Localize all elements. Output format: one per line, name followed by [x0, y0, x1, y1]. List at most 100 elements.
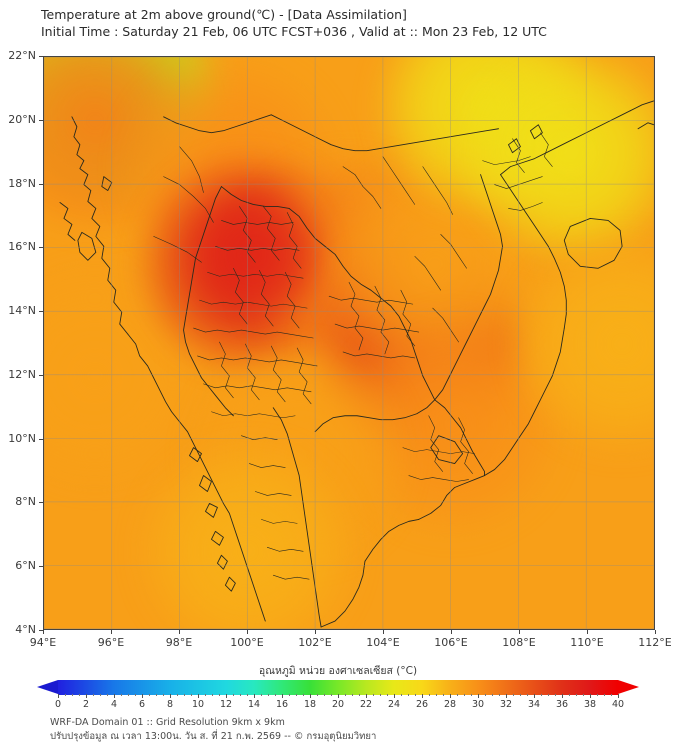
x-tick-mark — [179, 630, 180, 634]
colorbar-tick-mark — [534, 694, 535, 698]
y-tick-label: 16°N — [8, 240, 36, 254]
colorbar-minor-tick — [583, 694, 584, 696]
colorbar-minor-tick — [72, 694, 73, 696]
colorbar-tick-label: 2 — [82, 699, 90, 710]
colorbar-tick-mark — [590, 694, 591, 698]
colorbar-tick-mark — [618, 694, 619, 698]
x-tick-label: 98°E — [165, 636, 193, 649]
y-tick-label: 18°N — [8, 176, 36, 190]
y-tick-mark — [39, 183, 43, 185]
colorbar-tick-mark — [310, 694, 311, 698]
colorbar-minor-tick — [324, 694, 325, 696]
x-tick-label: 96°E — [97, 636, 125, 649]
y-tick-mark — [39, 56, 43, 57]
colorbar-minor-tick — [191, 694, 192, 696]
y-tick-label: 14°N — [8, 304, 36, 318]
temperature-region — [463, 57, 654, 261]
colorbar-minor-tick — [520, 694, 521, 696]
x-tick-label: 108°E — [502, 636, 536, 649]
x-tick-label: 94°E — [29, 636, 57, 649]
colorbar-minor-tick — [163, 694, 164, 696]
colorbar-tick-mark — [450, 694, 451, 698]
colorbar-title: อุณหภูมิ หน่วย องศาเซลเซียส (°C) — [258, 665, 418, 677]
colorbar-minor-tick — [156, 694, 157, 696]
colorbar-minor-tick — [107, 694, 108, 696]
colorbar-tick-label: 8 — [166, 699, 174, 710]
colorbar-minor-tick — [485, 694, 486, 696]
colorbar-tick-label: 22 — [359, 699, 373, 710]
y-tick-mark — [39, 630, 43, 631]
colorbar-minor-tick — [128, 694, 129, 696]
colorbar: อุณหภูมิ หน่วย องศาเซลเซียส (°C) 0 2 4 6 8 10… — [0, 660, 676, 710]
y-tick-mark — [39, 247, 43, 249]
colorbar-minor-tick — [233, 694, 234, 696]
y-tick-label: 12°N — [8, 367, 36, 381]
colorbar-tick-mark — [114, 694, 115, 698]
map-plot-area[interactable] — [43, 56, 655, 630]
x-tick-label: 100°E — [230, 636, 264, 649]
colorbar-minor-tick — [352, 694, 353, 696]
colorbar-tick-mark — [422, 694, 423, 698]
colorbar-tick-label: 34 — [527, 699, 541, 710]
y-tick-mark — [39, 566, 43, 568]
colorbar-extend-high-arrow — [618, 680, 639, 694]
colorbar-tick-label: 16 — [275, 699, 289, 710]
colorbar-gradient — [58, 680, 618, 695]
temperature-region — [140, 443, 356, 629]
x-tick-label: 112°E — [638, 636, 672, 649]
colorbar-tick-label: 26 — [415, 699, 429, 710]
chart-title-block: Temperature at 2m above ground(℃) - [Dat… — [41, 6, 661, 40]
x-tick-mark — [383, 630, 384, 634]
colorbar-minor-tick — [268, 694, 269, 696]
colorbar-tick-label: 38 — [583, 699, 597, 710]
y-tick-label: 8°N — [15, 495, 36, 509]
colorbar-minor-tick — [569, 694, 570, 696]
x-tick-mark — [315, 630, 316, 634]
y-tick-mark — [39, 374, 43, 376]
y-tick-label: 10°N — [8, 431, 36, 445]
colorbar-tick-label: 10 — [191, 699, 205, 710]
colorbar-tick-label: 0 — [54, 699, 62, 710]
colorbar-tick-mark — [58, 694, 59, 698]
colorbar-minor-tick — [149, 694, 150, 696]
y-tick-label: 20°N — [8, 112, 36, 126]
y-tick-mark — [39, 311, 43, 313]
colorbar-tick-mark — [254, 694, 255, 698]
colorbar-minor-tick — [275, 694, 276, 696]
colorbar-tick-label: 32 — [499, 699, 513, 710]
x-tick-label: 102°E — [298, 636, 332, 649]
lat-lon-gridlines — [44, 57, 654, 629]
colorbar-minor-tick — [429, 694, 430, 696]
colorbar-minor-tick — [457, 694, 458, 696]
x-tick-mark — [111, 630, 112, 634]
y-tick-mark — [39, 119, 43, 121]
colorbar-minor-tick — [555, 694, 556, 696]
colorbar-extend-low-arrow — [37, 680, 58, 694]
colorbar-minor-tick — [331, 694, 332, 696]
colorbar-minor-tick — [380, 694, 381, 696]
colorbar-minor-tick — [604, 694, 605, 696]
colorbar-minor-tick — [548, 694, 549, 696]
colorbar-minor-tick — [464, 694, 465, 696]
colorbar-tick-mark — [478, 694, 479, 698]
colorbar-minor-tick — [471, 694, 472, 696]
colorbar-minor-tick — [541, 694, 542, 696]
colorbar-tick-label: 24 — [387, 699, 401, 710]
colorbar-tick-mark — [198, 694, 199, 698]
colorbar-tick-label: 12 — [219, 699, 233, 710]
colorbar-minor-tick — [177, 694, 178, 696]
colorbar-tick-mark — [226, 694, 227, 698]
colorbar-minor-tick — [240, 694, 241, 696]
colorbar-minor-tick — [443, 694, 444, 696]
x-tick-label: 106°E — [434, 636, 468, 649]
y-tick-label: 22°N — [8, 49, 36, 62]
colorbar-minor-tick — [408, 694, 409, 696]
colorbar-tick-mark — [142, 694, 143, 698]
colorbar-tick-label: 40 — [611, 699, 625, 710]
x-tick-mark — [247, 630, 248, 634]
x-tick-mark — [451, 630, 452, 634]
colorbar-scale[interactable] — [37, 680, 639, 695]
colorbar-minor-tick — [219, 694, 220, 696]
